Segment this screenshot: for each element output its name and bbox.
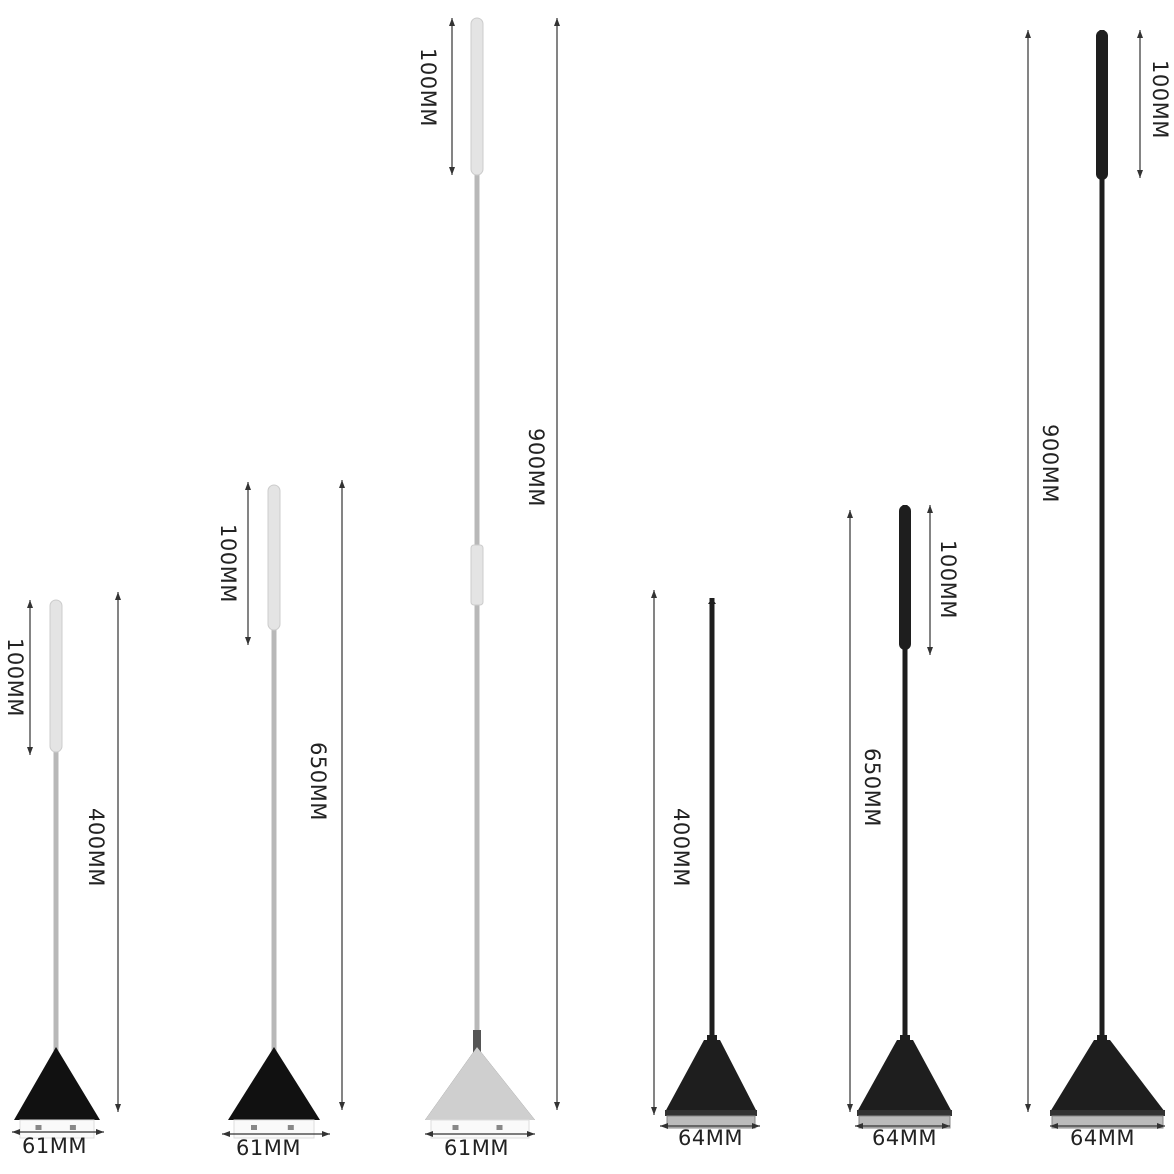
scraper-6-handle bbox=[1096, 30, 1108, 180]
scraper-2-blade-head bbox=[228, 1047, 320, 1120]
scraper-1-handle bbox=[49, 599, 63, 753]
scraper-1-blade-head bbox=[14, 1047, 100, 1120]
scraper-3-length-label: 900MM bbox=[524, 428, 548, 507]
scraper-3-handle-dimension-head bbox=[449, 167, 455, 175]
scraper-3-blade-label: 61MM bbox=[444, 1136, 509, 1160]
scraper-4-blade-dimension-head bbox=[660, 1123, 668, 1129]
scraper-6-blade-label: 64MM bbox=[1070, 1126, 1135, 1150]
scraper-5-blade-clamp bbox=[857, 1110, 952, 1116]
scraper-5-handle-dimension-head bbox=[927, 505, 933, 513]
scraper-5-blade-dimension-head bbox=[942, 1123, 950, 1129]
scraper-3-handle bbox=[470, 17, 484, 176]
scraper-6-handle-label: 100MM bbox=[1148, 60, 1172, 139]
scraper-2-handle-dimension-head bbox=[245, 637, 251, 645]
scraper-6-blade bbox=[1051, 1115, 1164, 1129]
scraper-3-blade-dimension-head bbox=[425, 1131, 433, 1137]
scraper-6-blade-dimension-head bbox=[1050, 1123, 1058, 1129]
scraper-3-blade-head-steel bbox=[425, 1047, 535, 1120]
scraper-4-tip bbox=[708, 598, 716, 604]
scraper-6-blade-dimension-head bbox=[1157, 1123, 1165, 1129]
scraper-1-handle-dimension-head bbox=[27, 600, 33, 608]
scraper-6-handle-dimension-head bbox=[1137, 170, 1143, 178]
scraper-2-screw bbox=[251, 1125, 257, 1130]
scraper-4-rod bbox=[709, 598, 715, 1085]
scraper-2-length-dimension-head bbox=[339, 480, 345, 488]
scraper-5-blade-label: 64MM bbox=[872, 1126, 937, 1150]
scraper-5-length-dimension-head bbox=[847, 1104, 853, 1112]
scraper-4-blade-label: 64MM bbox=[678, 1126, 743, 1150]
scraper-1-blade-label: 61MM bbox=[22, 1134, 87, 1158]
scraper-4-blade-dimension-head bbox=[752, 1123, 760, 1129]
scraper-3-screw bbox=[496, 1125, 503, 1130]
scraper-2-length-label: 650MM bbox=[306, 742, 330, 821]
scraper-6-length-dimension-head bbox=[1025, 1104, 1031, 1112]
scraper-3-handle-label: 100MM bbox=[416, 48, 440, 127]
scraper-1-blade-dimension-head bbox=[96, 1129, 104, 1135]
scraper-4-blade bbox=[666, 1115, 756, 1129]
scraper-5-blade bbox=[858, 1115, 951, 1129]
scraper-1-blade-dimension-head bbox=[12, 1129, 20, 1135]
scraper-6-handle-dimension-head bbox=[1137, 30, 1143, 38]
scraper-2-blade-dimension-head bbox=[222, 1131, 230, 1137]
scraper-3-length-dimension-head bbox=[554, 18, 560, 26]
scraper-1-handle-dimension-head bbox=[27, 747, 33, 755]
scraper-1-length-dimension-head bbox=[115, 1104, 121, 1112]
scraper-1-length-dimension-head bbox=[115, 592, 121, 600]
scraper-3-length-dimension-head bbox=[554, 1102, 560, 1110]
scraper-4-blade-clamp bbox=[665, 1110, 757, 1116]
scraper-6-length-dimension-head bbox=[1025, 30, 1031, 38]
scraper-2-rod bbox=[271, 485, 277, 1085]
scraper-2-handle-label: 100MM bbox=[216, 524, 240, 603]
scraper-5-handle-label: 100MM bbox=[936, 540, 960, 619]
scraper-3-handle-dimension-head bbox=[449, 18, 455, 26]
scraper-6-length-label: 900MM bbox=[1038, 424, 1062, 503]
scraper-3-sleeve bbox=[470, 544, 484, 606]
scraper-2-screw bbox=[287, 1125, 294, 1130]
scraper-5-length-label: 650MM bbox=[860, 748, 884, 827]
scraper-2-blade-label: 61MM bbox=[236, 1136, 301, 1160]
scraper-3-screw bbox=[452, 1125, 459, 1130]
scraper-4-length-dimension-head bbox=[651, 1107, 657, 1115]
scraper-3-blade-dimension-head bbox=[527, 1131, 535, 1137]
scraper-6-rod bbox=[1099, 30, 1105, 1085]
scraper-1-rod bbox=[53, 600, 59, 1085]
scraper-6-blade-clamp bbox=[1050, 1110, 1165, 1116]
scraper-5-handle-dimension-head bbox=[927, 647, 933, 655]
scraper-1-screw bbox=[69, 1125, 76, 1130]
scraper-2-handle bbox=[267, 484, 281, 631]
scraper-5-blade-head bbox=[857, 1040, 952, 1112]
scraper-5-length-dimension-head bbox=[847, 510, 853, 518]
scraper-5-handle bbox=[899, 505, 911, 650]
scraper-4-length-label: 400MM bbox=[669, 808, 693, 887]
scraper-2-length-dimension-head bbox=[339, 1102, 345, 1110]
scraper-6-blade-head bbox=[1050, 1040, 1165, 1112]
scraper-4-blade-head bbox=[665, 1040, 757, 1112]
scraper-2-blade-dimension-head bbox=[322, 1131, 330, 1137]
scraper-1-handle-label: 100MM bbox=[3, 638, 27, 717]
scraper-1-length-label: 400MM bbox=[84, 808, 108, 887]
scraper-5-blade-dimension-head bbox=[855, 1123, 863, 1129]
scraper-1-screw bbox=[35, 1125, 42, 1130]
scraper-5-rod bbox=[902, 505, 908, 1085]
scraper-2-handle-dimension-head bbox=[245, 482, 251, 490]
scraper-4-length-dimension-head bbox=[651, 590, 657, 598]
